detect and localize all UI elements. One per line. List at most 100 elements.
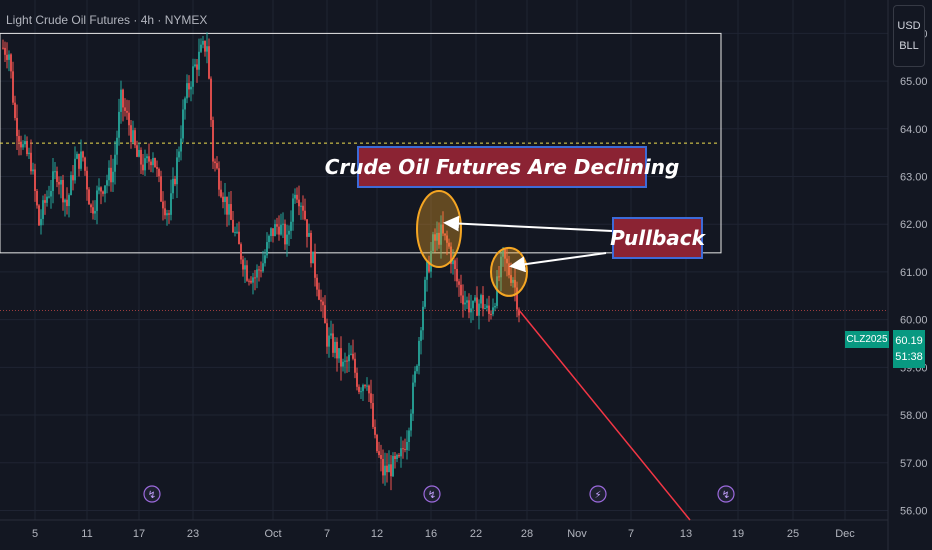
candle-body — [92, 207, 94, 214]
candle-body — [190, 86, 192, 90]
candle-body — [218, 168, 220, 190]
currency-unit-menu[interactable]: USD BLL — [893, 5, 925, 67]
dividend-icon-glyph: ↯ — [722, 490, 730, 501]
candle-body — [58, 181, 60, 185]
y-tick-label: 58.00 — [900, 410, 928, 422]
candle-body — [150, 161, 152, 166]
candle-body — [104, 185, 106, 194]
x-tick-label: 17 — [133, 528, 145, 540]
candle-body — [108, 167, 110, 181]
candle-body — [66, 199, 68, 207]
candle-body — [208, 46, 210, 79]
price-tag-value: 60.19 — [895, 335, 923, 347]
candle-body — [160, 176, 162, 202]
candle-body — [460, 284, 462, 296]
candle-body — [8, 54, 10, 60]
candle-body — [334, 341, 336, 353]
price-tag-countdown: 51:38 — [895, 351, 923, 363]
dividend-icon — [717, 485, 735, 503]
candle-body — [212, 120, 214, 162]
candle-body — [410, 413, 412, 431]
candle-body — [414, 371, 416, 383]
candle-body — [514, 279, 516, 288]
candle-body — [262, 263, 264, 272]
candle-body — [482, 295, 484, 309]
candle-body — [284, 223, 286, 245]
pullback-circle — [416, 189, 462, 268]
candle-body — [356, 372, 358, 387]
candle-body — [318, 289, 320, 300]
candle-body — [380, 455, 382, 459]
candle-body — [458, 281, 460, 285]
dividend-icon-glyph: ↯ — [148, 490, 156, 501]
annotation-title[interactable]: Crude Oil Futures Are Declining — [325, 146, 679, 188]
candle-body — [188, 83, 190, 90]
candle-body — [512, 279, 514, 283]
candle-body — [44, 200, 46, 203]
dividend-icon-glyph: ↯ — [428, 490, 436, 501]
candle-body — [228, 204, 230, 215]
trend-projection-line — [518, 309, 691, 521]
pullback-arrow — [443, 215, 613, 232]
candle-body — [372, 402, 374, 427]
candle-body — [234, 231, 236, 233]
candle-body — [478, 303, 480, 316]
candle-body — [404, 449, 406, 451]
candle-body — [30, 152, 32, 172]
candle-body — [312, 251, 314, 264]
x-tick-label: 28 — [521, 528, 533, 540]
candle-body — [454, 260, 456, 270]
candle-body — [350, 353, 352, 355]
candle-body — [370, 393, 372, 403]
candle-body — [296, 194, 298, 200]
x-tick-label: Nov — [567, 528, 587, 540]
annotation-pullback[interactable]: Pullback — [610, 217, 705, 259]
symbol-tag: CLZ2025 — [845, 331, 889, 348]
candle-body — [204, 40, 206, 52]
candle-body — [50, 190, 52, 197]
candle-body — [114, 154, 116, 172]
flash-icon — [589, 485, 607, 503]
candle-body — [112, 171, 114, 183]
candle-body — [308, 233, 310, 237]
candle-body — [292, 198, 294, 222]
y-tick-label: 61.00 — [900, 267, 928, 279]
candle-body — [290, 221, 292, 231]
candle-body — [382, 458, 384, 476]
candle-body — [314, 251, 316, 278]
candle-body — [136, 145, 138, 157]
candle-body — [282, 223, 284, 225]
candle-body — [138, 149, 140, 157]
candle-body — [172, 178, 174, 194]
pullback-arrow — [509, 252, 607, 273]
candle-body — [422, 306, 424, 331]
candle-body — [106, 180, 108, 186]
candle-body — [502, 248, 504, 257]
candle-body — [298, 199, 300, 207]
candle-body — [506, 258, 508, 264]
candle-body — [214, 161, 216, 164]
candle-body — [194, 64, 196, 67]
candle-body — [46, 196, 48, 203]
candle-body — [276, 224, 278, 227]
candle-body — [6, 54, 8, 60]
candle-body — [210, 78, 212, 121]
candle-body — [354, 358, 356, 373]
candle-body — [406, 441, 408, 450]
candle-body — [16, 117, 18, 137]
flash-icon-glyph: ⚡ — [594, 490, 601, 501]
candle-body — [484, 307, 486, 309]
candle-body — [474, 297, 476, 301]
candle-body — [52, 171, 54, 191]
candle-body — [402, 448, 404, 450]
candle-body — [20, 141, 22, 148]
candle-body — [428, 261, 430, 272]
candle-body — [348, 354, 350, 362]
candle-body — [202, 40, 204, 45]
candle-body — [110, 167, 112, 183]
x-tick-label: Oct — [264, 528, 281, 540]
candle-body — [120, 89, 122, 112]
candle-body — [240, 244, 242, 260]
